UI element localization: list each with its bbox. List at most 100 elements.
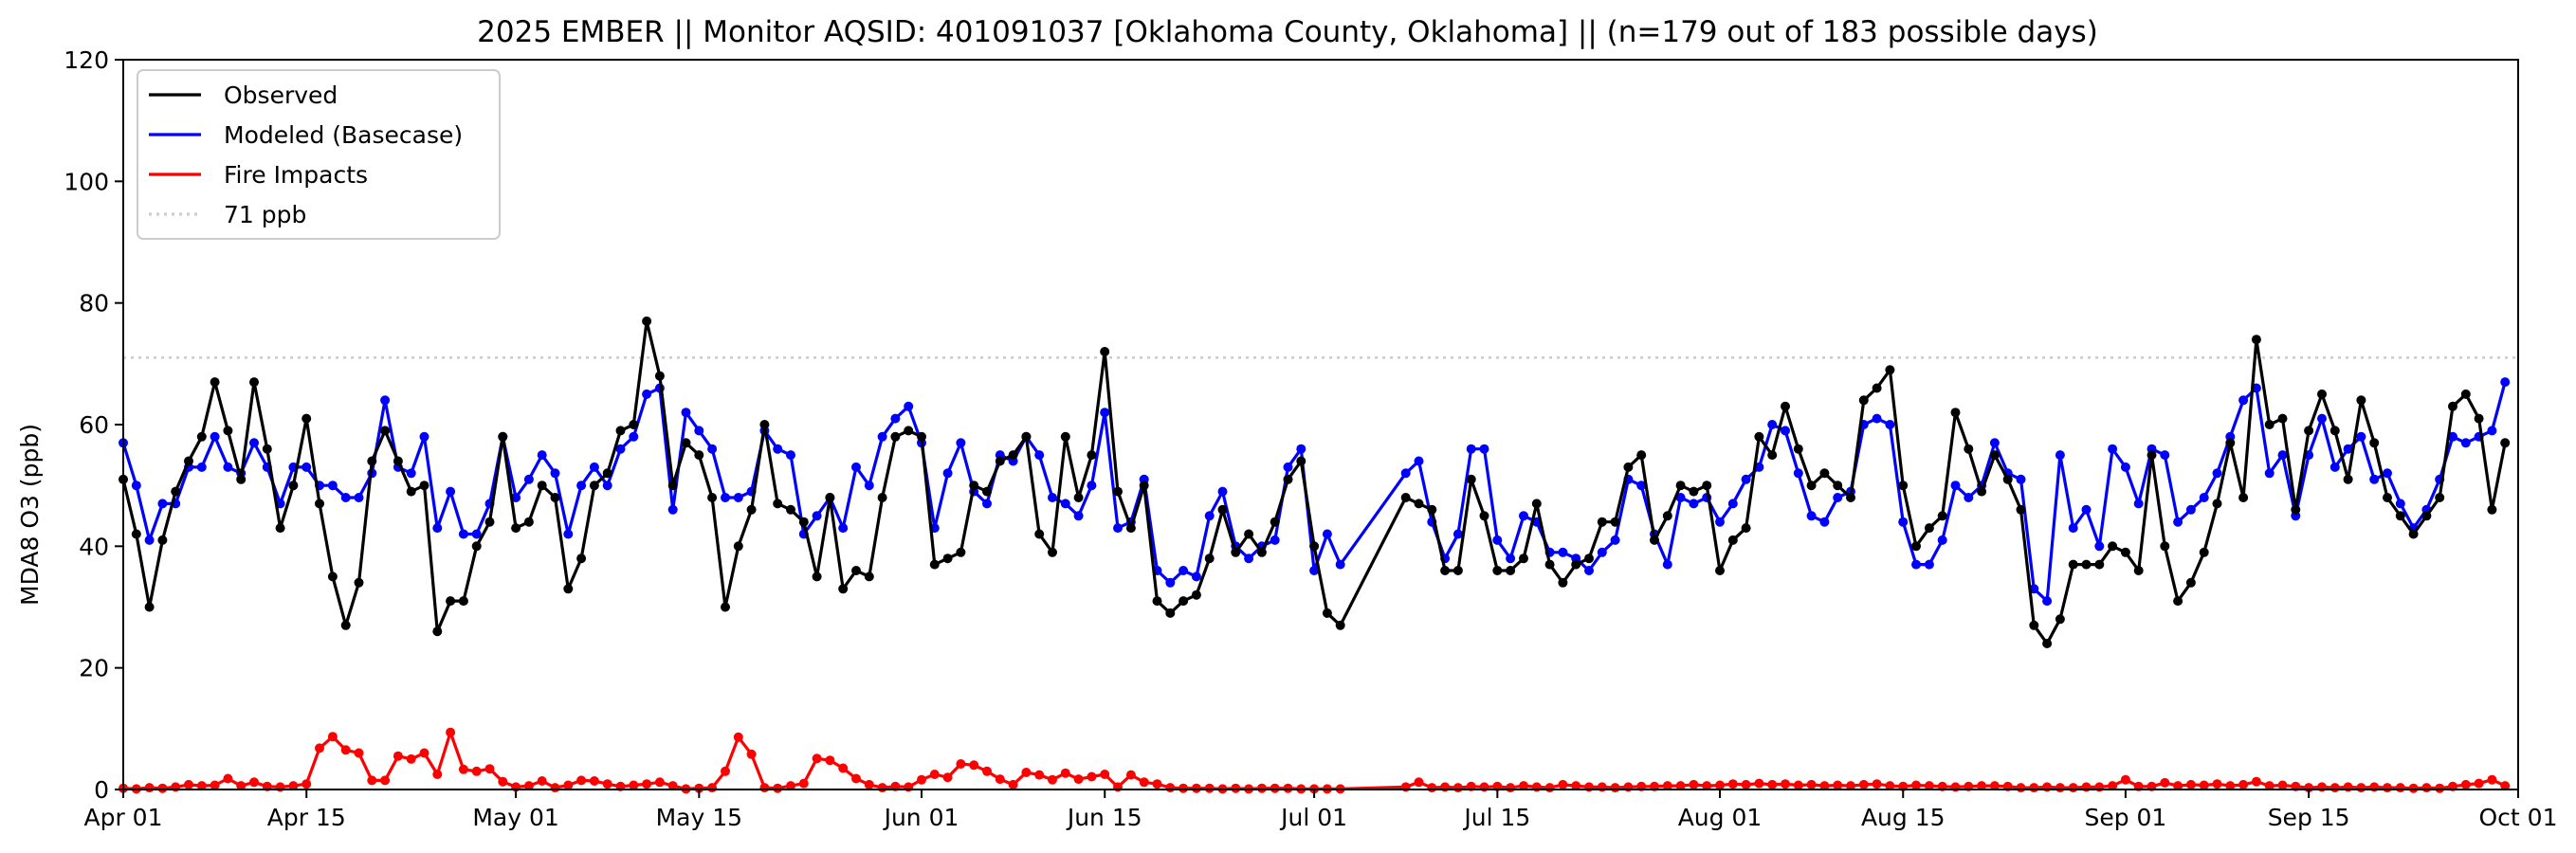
data-point xyxy=(2160,450,2170,461)
data-point xyxy=(2029,783,2039,793)
data-point xyxy=(2277,413,2288,424)
data-point xyxy=(1885,781,1895,791)
data-point xyxy=(2460,438,2471,448)
data-point xyxy=(1937,535,1947,545)
data-point xyxy=(2369,474,2380,484)
data-point xyxy=(1741,474,1751,484)
data-point xyxy=(2487,774,2497,785)
data-point xyxy=(1270,517,1280,527)
data-point xyxy=(550,783,560,793)
data-point xyxy=(2173,517,2183,527)
data-point xyxy=(1466,444,1476,454)
data-point xyxy=(1452,566,1463,575)
data-point xyxy=(223,773,233,784)
data-point xyxy=(1400,493,1411,502)
legend-label: 71 ppb xyxy=(224,201,306,228)
data-point xyxy=(995,774,1005,785)
data-point xyxy=(2460,389,2471,399)
data-point xyxy=(1558,577,1568,588)
data-point xyxy=(2108,781,2118,791)
data-point xyxy=(1806,481,1817,491)
data-point xyxy=(1191,572,1201,582)
data-point xyxy=(262,444,272,454)
data-point xyxy=(1754,778,1764,789)
data-point xyxy=(942,468,953,479)
data-point xyxy=(2421,783,2432,793)
data-point xyxy=(2460,779,2471,789)
chart-title: 2025 EMBER || Monitor AQSID: 401091037 [… xyxy=(477,15,2098,49)
data-point xyxy=(184,456,193,466)
data-point xyxy=(851,462,861,472)
data-point xyxy=(589,462,599,472)
data-point xyxy=(1506,566,1516,575)
data-point xyxy=(1021,768,1032,777)
data-point xyxy=(184,779,193,789)
data-point xyxy=(2068,783,2078,793)
data-point xyxy=(2448,431,2457,442)
data-point xyxy=(956,547,966,557)
data-point xyxy=(1898,517,1909,527)
data-point xyxy=(1479,444,1489,454)
data-point xyxy=(2120,774,2130,785)
data-point xyxy=(2212,499,2222,509)
data-point xyxy=(1531,499,1542,509)
data-point xyxy=(288,781,299,791)
data-point xyxy=(2029,620,2039,630)
data-point xyxy=(1781,426,1790,436)
data-point xyxy=(1087,771,1097,782)
data-point xyxy=(550,493,560,502)
data-point xyxy=(851,566,861,575)
data-point xyxy=(2147,450,2157,461)
data-point xyxy=(2238,493,2249,502)
data-point xyxy=(1152,596,1162,607)
data-point xyxy=(1400,468,1411,479)
y-tick-label: 60 xyxy=(79,411,109,439)
data-point xyxy=(1100,347,1110,356)
data-point xyxy=(615,426,626,436)
data-point xyxy=(393,456,403,466)
data-point xyxy=(982,486,992,497)
x-tick-label: Sep 15 xyxy=(2268,804,2350,831)
data-point xyxy=(1322,608,1332,618)
data-point xyxy=(249,777,259,788)
series-line xyxy=(121,319,2507,645)
data-point xyxy=(2487,426,2497,436)
data-point xyxy=(629,780,639,790)
data-point xyxy=(1100,770,1110,779)
data-point xyxy=(786,781,795,791)
data-point xyxy=(446,596,456,607)
data-point xyxy=(629,431,639,442)
data-point xyxy=(171,486,181,497)
x-tick-label: May 15 xyxy=(656,804,742,831)
data-point xyxy=(537,776,547,786)
data-point xyxy=(2264,420,2275,429)
data-point xyxy=(2356,431,2366,442)
data-point xyxy=(354,493,364,502)
data-point xyxy=(1060,431,1070,442)
data-point xyxy=(2199,780,2209,790)
data-point xyxy=(2173,781,2183,791)
data-point xyxy=(367,775,377,786)
data-point xyxy=(759,783,770,793)
data-point xyxy=(1806,511,1817,521)
data-point xyxy=(2329,426,2340,436)
data-point xyxy=(2356,783,2366,793)
data-point xyxy=(2055,614,2065,625)
data-point xyxy=(2016,783,2026,793)
data-point xyxy=(537,450,547,461)
data-point xyxy=(890,431,901,442)
data-point xyxy=(1911,559,1921,570)
data-point xyxy=(1675,481,1686,491)
data-point xyxy=(1950,481,1961,491)
data-point xyxy=(812,511,822,521)
data-point xyxy=(511,493,521,502)
data-point xyxy=(929,559,940,570)
data-point xyxy=(1479,511,1489,521)
data-point xyxy=(2212,779,2222,789)
data-point xyxy=(196,462,207,472)
data-point xyxy=(1977,781,1987,791)
data-point xyxy=(694,783,704,793)
data-point xyxy=(1034,529,1045,539)
data-point xyxy=(131,529,141,539)
data-point xyxy=(1571,559,1581,570)
